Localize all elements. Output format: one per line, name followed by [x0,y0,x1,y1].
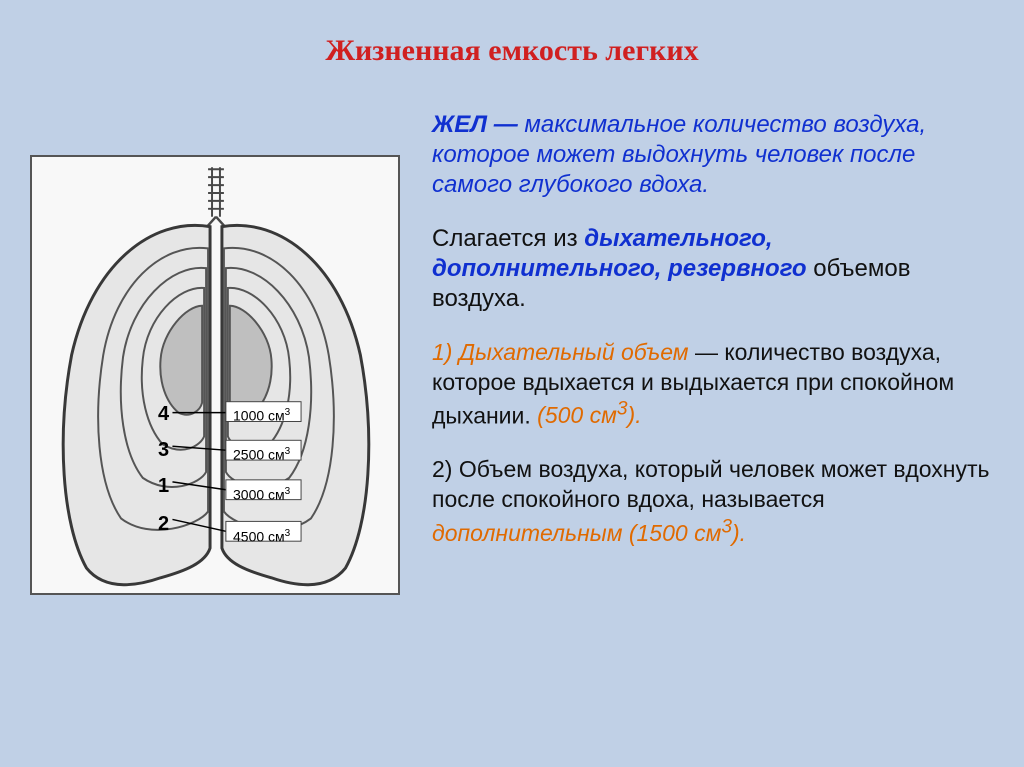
composition: Слагается из дыхательного, дополнительно… [432,224,1002,314]
slide-title: Жизненная емкость легких [0,34,1024,68]
label-2: 2 [158,513,169,536]
label-3: 3 [158,439,169,462]
vol-3000: 3000 см3 [233,486,290,503]
lungs-svg [32,157,398,593]
label-1: 1 [158,475,169,498]
vol-1000: 1000 см3 [233,407,290,424]
point-1: 1) Дыхательный объем — количество воздух… [432,338,1002,431]
label-4: 4 [158,403,169,426]
vol-4500: 4500 см3 [233,528,290,545]
point-2: 2) Объем воздуха, который человек может … [432,455,1002,548]
text-content: ЖЕЛ — максимальное количество воздуха, к… [432,110,1002,573]
definition: ЖЕЛ — максимальное количество воздуха, к… [432,110,1002,200]
vol-2500: 2500 см3 [233,446,290,463]
lungs-diagram: 4 3 1 2 1000 см3 2500 см3 3000 см3 4500 … [30,155,400,595]
